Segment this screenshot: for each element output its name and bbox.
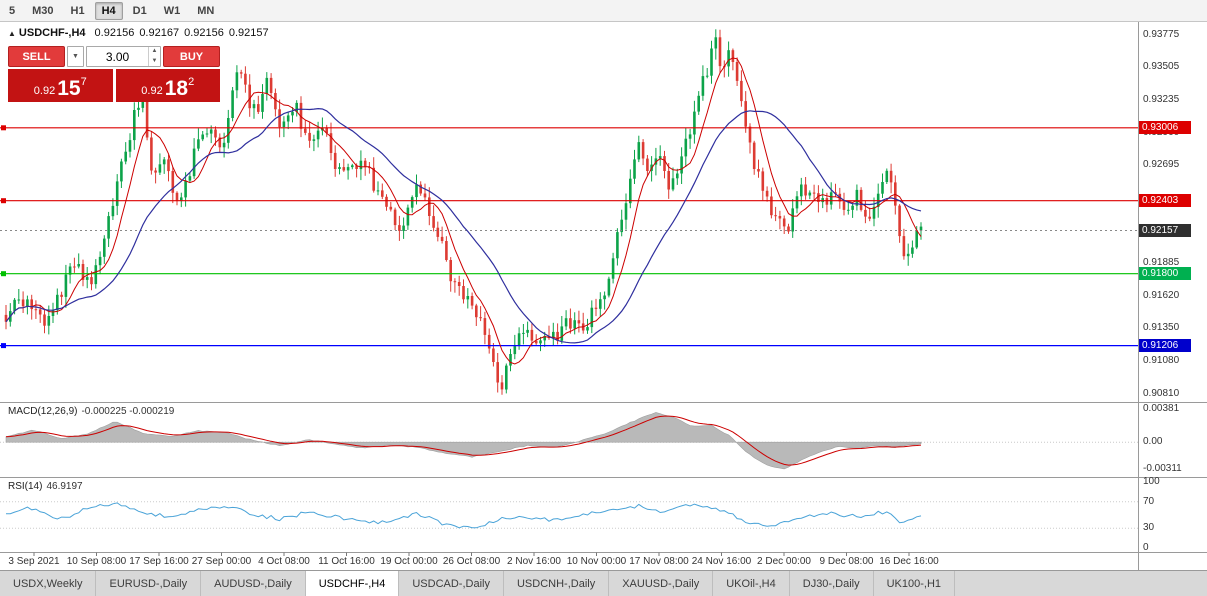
symbol-arrow-icon: ▲ (8, 29, 16, 38)
buy-price-pipette: 2 (188, 76, 195, 88)
macd-pane-header: MACD(12,26,9) -0.000225 -0.000219 (8, 406, 174, 417)
time-axis-label: 11 Oct 16:00 (318, 556, 375, 567)
time-axis-label: 2 Nov 16:00 (507, 556, 561, 567)
timeframe-button-m30[interactable]: M30 (32, 4, 54, 17)
time-axis-label: 16 Dec 16:00 (879, 556, 939, 567)
spinner-up-icon[interactable]: ▲ (151, 48, 158, 54)
time-axis-label: 17 Sep 16:00 (129, 556, 189, 567)
sell-price-big: 15 (57, 77, 81, 100)
rsi-axis-label: 0 (1143, 542, 1149, 553)
rsi-axis-label: 70 (1143, 495, 1155, 507)
time-axis-label: 24 Nov 16:00 (691, 556, 752, 567)
chart-tab-dj30-daily[interactable]: DJ30-,Daily (790, 571, 874, 596)
timeframe-button-5[interactable]: 5 (9, 4, 16, 17)
time-axis-label: 10 Nov 00:00 (566, 556, 627, 567)
chart-tab-audusd-daily[interactable]: AUDUSD-,Daily (201, 571, 306, 596)
timeframe-button-d1[interactable]: D1 (132, 4, 147, 17)
rsi-pane (0, 501, 1138, 529)
rsi-pane-header: RSI(14) 46.9197 (8, 481, 83, 492)
volume-field-wrap: ▲ ▼ (86, 46, 161, 67)
chart-tab-usdcnh-daily[interactable]: USDCNH-,Daily (504, 571, 610, 596)
time-axis-label: 10 Sep 08:00 (66, 556, 127, 567)
price-axis-label: 0.91080 (1143, 354, 1180, 366)
price-axis-label: 0.91350 (1143, 322, 1180, 334)
moving-averages (5, 57, 922, 365)
price-axis-label: 0.91620 (1143, 289, 1180, 301)
ohlc-high: 0.92167 (139, 27, 180, 39)
price-axis-badge: 0.92403 (1139, 193, 1191, 207)
time-axis-label: 27 Sep 00:00 (191, 556, 252, 567)
macd-axis-label: -0.00311 (1143, 463, 1182, 475)
timeframe-button-h1[interactable]: H1 (70, 4, 85, 17)
macd-label: MACD(12,26,9) (8, 406, 78, 417)
chevron-down-icon: ▼ (72, 53, 79, 60)
macd-axis-label: 0.00 (1143, 436, 1163, 448)
time-axis-label: 2 Dec 00:00 (757, 556, 811, 567)
chart-canvas[interactable] (0, 22, 1207, 570)
timeframe-button-h4[interactable]: H4 (94, 1, 123, 20)
chart-tab-ukoil-h4[interactable]: UKOil-,H4 (713, 571, 790, 596)
ohlc-low: 0.92156 (184, 27, 224, 39)
price-axis-badge: 0.91206 (1139, 338, 1191, 352)
price-axis-badge: 0.93006 (1139, 120, 1191, 134)
symbol-name: USDCHF-,H4 (18, 27, 86, 39)
chart-tab-uk100-h1[interactable]: UK100-,H1 (874, 571, 956, 596)
sell-price-prefix: 0.92 (33, 85, 56, 97)
price-axis-label: 0.92695 (1143, 159, 1180, 171)
volume-spinner: ▲ ▼ (148, 47, 160, 66)
buy-price-big: 18 (164, 77, 189, 100)
price-axis-label: 0.93775 (1143, 28, 1180, 40)
price-axis-label: 0.93235 (1143, 94, 1180, 106)
time-axis-label: 17 Nov 08:00 (629, 556, 689, 567)
price-axis-label: 0.93505 (1143, 61, 1180, 73)
price-axis-label: 0.90810 (1143, 387, 1180, 399)
time-axis-label: 3 Sep 2021 (8, 556, 60, 567)
macd-pane (0, 412, 1138, 470)
volume-dropdown-button[interactable]: ▼ (67, 46, 84, 67)
price-axis-badge: 0.92157 (1139, 223, 1191, 237)
chart-tab-eurusd-daily[interactable]: EURUSD-,Daily (96, 571, 202, 596)
timeframe-button-mn[interactable]: MN (197, 4, 215, 17)
time-axis-label: 9 Dec 08:00 (819, 556, 874, 567)
buy-price-box[interactable]: 0.92 18 2 (115, 69, 220, 102)
rsi-value: 46.9197 (46, 481, 83, 492)
spinner-down-icon[interactable]: ▼ (151, 57, 158, 64)
rsi-label: RSI(14) (8, 481, 43, 492)
buy-button[interactable]: BUY (163, 46, 220, 67)
macd-axis-label: 0.00381 (1143, 403, 1180, 414)
chart-tab-usdx-weekly[interactable]: USDX,Weekly (0, 571, 97, 596)
rsi-axis-label: 30 (1143, 522, 1155, 534)
ohlc-close: 0.92157 (228, 27, 269, 39)
timeframe-button-w1[interactable]: W1 (163, 4, 181, 17)
pane-separators (0, 22, 1207, 570)
chart-tab-xauusd-daily[interactable]: XAUUSD-,Daily (609, 571, 714, 596)
time-axis-label: 19 Oct 00:00 (380, 556, 438, 567)
buy-price-prefix: 0.92 (141, 85, 163, 97)
sell-price-pipette: 7 (80, 76, 87, 88)
chart-tabs-bar: USDX,Weekly EURUSD-,Daily AUDUSD-,Daily USD… (0, 570, 1207, 596)
chart-tab-usdcad-daily[interactable]: USDCAD-,Daily (399, 571, 504, 596)
timeframe-toolbar: 5 M30 H1 H4 D1 W1 MN (0, 0, 1207, 22)
price-axis-badge: 0.91800 (1139, 266, 1191, 280)
macd-values: -0.000225 -0.000219 (81, 406, 175, 417)
chart-title: ▲ USDCHF-,H4 0.92156 0.92167 0.92156 0.92157 (8, 27, 274, 39)
price-axis-label: 0.91885 (1143, 257, 1180, 269)
horizontal-lines (0, 125, 1138, 349)
volume-input[interactable] (87, 47, 160, 66)
candles (4, 29, 923, 395)
rsi-axis-label: 100 (1143, 476, 1160, 487)
ohlc-open: 0.92156 (94, 27, 135, 39)
time-axis-label: 26 Oct 08:00 (442, 556, 501, 567)
chart-tab-usdchf-h4[interactable]: USDCHF-,H4 (305, 571, 400, 596)
sell-price-box[interactable]: 0.92 15 7 (8, 69, 113, 102)
sell-button[interactable]: SELL (8, 46, 65, 67)
time-axis-label: 4 Oct 08:00 (258, 556, 310, 567)
